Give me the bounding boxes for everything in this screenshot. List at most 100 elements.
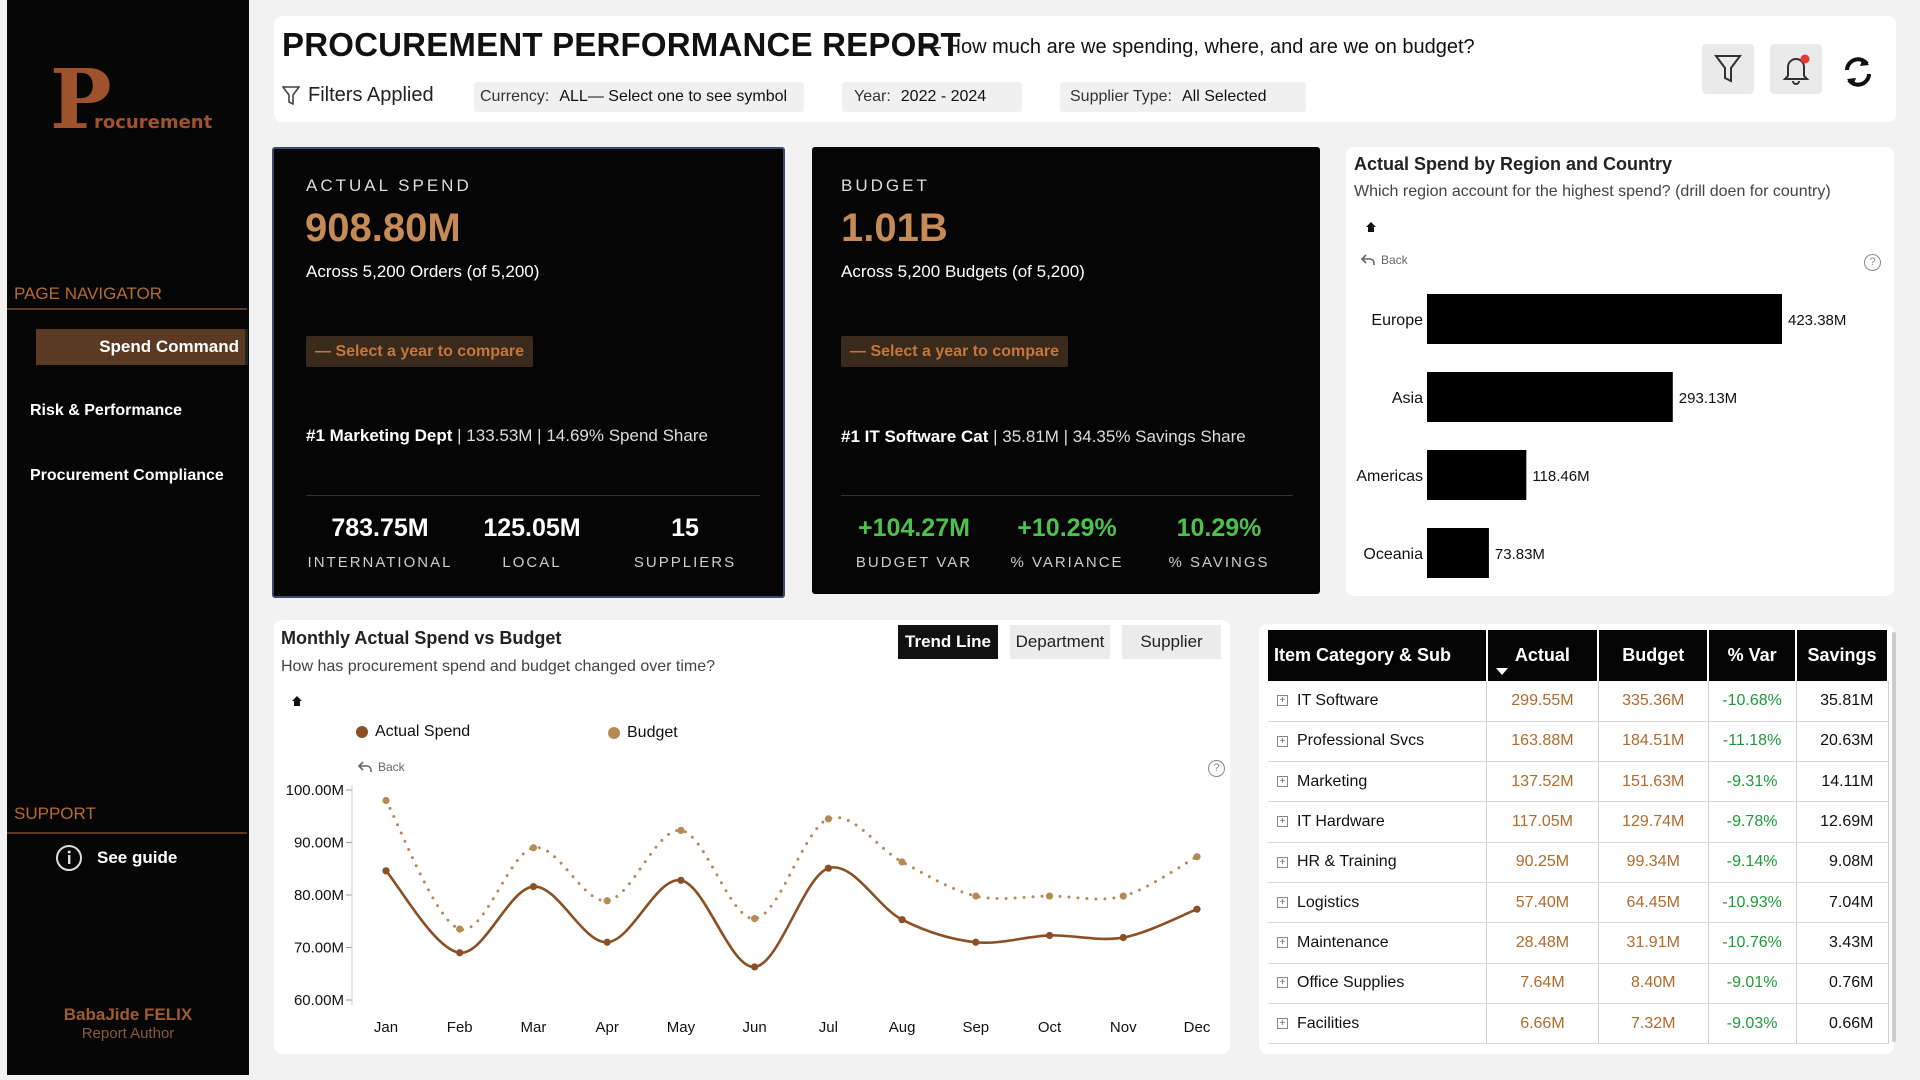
budget-point[interactable] bbox=[1119, 892, 1127, 900]
actual-spend-point[interactable] bbox=[1193, 905, 1201, 913]
trend-panel-title: Monthly Actual Spend vs Budget bbox=[281, 628, 562, 648]
expand-icon[interactable]: + bbox=[1277, 937, 1288, 949]
region-bar[interactable] bbox=[1427, 528, 1489, 578]
region-help-icon[interactable]: ? bbox=[1864, 254, 1881, 271]
back-arrow-icon bbox=[1361, 254, 1375, 265]
actual-spend-point[interactable] bbox=[1045, 931, 1054, 940]
nav-item-procurement-compliance[interactable]: Procurement Compliance bbox=[30, 467, 224, 484]
region-back-button[interactable]: Back bbox=[1361, 253, 1408, 267]
actual-cell: 90.25M bbox=[1486, 842, 1599, 883]
actual-spend-point[interactable] bbox=[898, 916, 906, 924]
tab-supplier[interactable]: Supplier bbox=[1122, 625, 1221, 659]
supplier-type-filter-label: Supplier Type: bbox=[1070, 88, 1172, 105]
budget-point[interactable] bbox=[1193, 853, 1201, 861]
actual-spend-point[interactable] bbox=[677, 876, 685, 884]
table-row[interactable]: + HR & Training 90.25M 99.34M -9.14% 9.08M bbox=[1268, 842, 1889, 883]
budget-point[interactable] bbox=[824, 815, 832, 823]
variance-pct-label: % VARIANCE bbox=[1010, 554, 1124, 571]
expand-icon[interactable]: + bbox=[1277, 695, 1288, 707]
actual-spend-point[interactable] bbox=[1119, 933, 1127, 942]
actual-spend-point[interactable] bbox=[972, 938, 980, 946]
expand-icon[interactable]: + bbox=[1277, 896, 1288, 908]
notifications-button[interactable] bbox=[1770, 44, 1822, 94]
actual-compare-button[interactable]: — Select a year to compare bbox=[306, 336, 533, 367]
table-row[interactable]: + Facilities 6.66M 7.32M -9.03% 0.66M bbox=[1268, 1003, 1889, 1045]
col-header-actual[interactable]: Actual bbox=[1486, 630, 1600, 681]
region-bar[interactable] bbox=[1427, 294, 1782, 344]
col-header-pct-var[interactable]: % Var bbox=[1708, 630, 1798, 681]
region-label: Europe bbox=[1371, 312, 1423, 329]
table-row[interactable]: + Logistics 57.40M 64.45M -10.93% 7.04M bbox=[1268, 882, 1889, 924]
savings-cell: 14.11M bbox=[1796, 761, 1889, 803]
table-row[interactable]: + Maintenance 28.48M 31.91M -10.76% 3.43M bbox=[1268, 922, 1889, 964]
trend-back-button[interactable]: Back bbox=[358, 760, 405, 774]
filter-icon bbox=[282, 85, 300, 105]
y-tick-label: 90.00M bbox=[294, 835, 344, 852]
legend-actual-spend[interactable]: Actual Spend bbox=[356, 723, 470, 741]
actual-spend-point[interactable] bbox=[529, 883, 538, 891]
category-cell: + Marketing bbox=[1268, 761, 1488, 803]
table-row[interactable]: + Marketing 137.52M 151.63M -9.31% 14.11M bbox=[1268, 761, 1889, 803]
budget-point[interactable] bbox=[1045, 892, 1054, 900]
logo-letter: P bbox=[50, 52, 112, 148]
actual-spend-point[interactable] bbox=[603, 938, 611, 946]
budget-point[interactable] bbox=[529, 844, 538, 852]
budget-cell: 335.36M bbox=[1598, 681, 1709, 722]
nav-item-risk-performance[interactable]: Risk & Performance bbox=[30, 402, 183, 419]
expand-icon[interactable]: + bbox=[1277, 776, 1288, 787]
legend-budget[interactable]: Budget bbox=[608, 724, 678, 742]
actual-spend-point[interactable] bbox=[456, 949, 464, 957]
home-icon[interactable] bbox=[291, 695, 303, 707]
filter-pane-button[interactable] bbox=[1702, 44, 1754, 94]
tab-trend-line[interactable]: Trend Line bbox=[898, 625, 998, 659]
table-row[interactable]: + IT Software 299.55M 335.36M -10.68% 35.81M bbox=[1268, 681, 1889, 722]
category-cell: + Logistics bbox=[1268, 882, 1488, 924]
actual-top-department-detail: | 133.53M | 14.69% Spend Share bbox=[452, 426, 708, 445]
table-scrollbar[interactable] bbox=[1892, 632, 1896, 1042]
budget-point[interactable] bbox=[898, 858, 906, 866]
nav-item-spend-command[interactable]: Spend Command bbox=[36, 329, 248, 365]
col-header-savings[interactable]: Savings bbox=[1796, 630, 1889, 681]
budget-point[interactable] bbox=[456, 925, 464, 933]
page-navigator-heading: PAGE NAVIGATOR bbox=[14, 284, 162, 303]
table-row[interactable]: + Professional Svcs 163.88M 184.51M -11.18% 2… bbox=[1268, 721, 1889, 763]
budget-point[interactable] bbox=[677, 826, 685, 835]
currency-filter[interactable]: Currency: ALL— Select one to see symbol bbox=[474, 82, 804, 112]
table-row[interactable]: + Office Supplies 7.64M 8.40M -9.01% 0.76M bbox=[1268, 963, 1889, 1004]
budget-cell: 8.40M bbox=[1598, 963, 1709, 1004]
table-row[interactable]: + IT Hardware 117.05M 129.74M -9.78% 12.69M bbox=[1268, 801, 1889, 843]
budget-line[interactable] bbox=[384, 799, 1199, 931]
budget-point[interactable] bbox=[382, 796, 390, 805]
budget-point[interactable] bbox=[751, 915, 759, 923]
actual-spend-point[interactable] bbox=[751, 963, 759, 971]
actual-spend-point[interactable] bbox=[824, 864, 832, 872]
col-header-category[interactable]: Item Category & Sub bbox=[1268, 630, 1488, 681]
expand-icon[interactable]: + bbox=[1277, 856, 1288, 868]
supplier-type-filter[interactable]: Supplier Type: All Selected bbox=[1060, 82, 1306, 112]
home-icon[interactable] bbox=[1365, 221, 1377, 233]
tab-department[interactable]: Department bbox=[1010, 625, 1110, 659]
trend-help-icon[interactable]: ? bbox=[1208, 760, 1225, 777]
actual-cell: 57.40M bbox=[1486, 882, 1599, 924]
budget-point[interactable] bbox=[603, 897, 611, 905]
region-bar[interactable] bbox=[1427, 450, 1527, 500]
expand-icon[interactable]: + bbox=[1277, 816, 1288, 828]
actual-spend-point[interactable] bbox=[382, 867, 390, 875]
region-value-label: 118.46M bbox=[1532, 468, 1589, 485]
region-bar[interactable] bbox=[1427, 372, 1673, 422]
budget-compare-button[interactable]: — Select a year to compare bbox=[841, 336, 1068, 367]
y-tick-label: 70.00M bbox=[294, 940, 344, 957]
refresh-button[interactable] bbox=[1836, 50, 1880, 94]
expand-icon[interactable]: + bbox=[1277, 977, 1288, 989]
actual-spend-line[interactable] bbox=[385, 866, 1198, 969]
budget-point[interactable] bbox=[972, 892, 980, 900]
col-header-budget[interactable]: Budget bbox=[1598, 630, 1710, 681]
year-filter[interactable]: Year: 2022 - 2024 bbox=[842, 82, 1022, 112]
expand-icon[interactable]: + bbox=[1277, 735, 1288, 747]
legend-actual-label: Actual Spend bbox=[375, 723, 471, 740]
budget-label: BUDGET bbox=[841, 176, 930, 195]
see-guide-button[interactable]: See guide bbox=[55, 844, 177, 872]
x-tick-label: Sep bbox=[962, 1019, 989, 1036]
savings-cell: 7.04M bbox=[1796, 882, 1889, 924]
expand-icon[interactable]: + bbox=[1277, 1017, 1288, 1029]
